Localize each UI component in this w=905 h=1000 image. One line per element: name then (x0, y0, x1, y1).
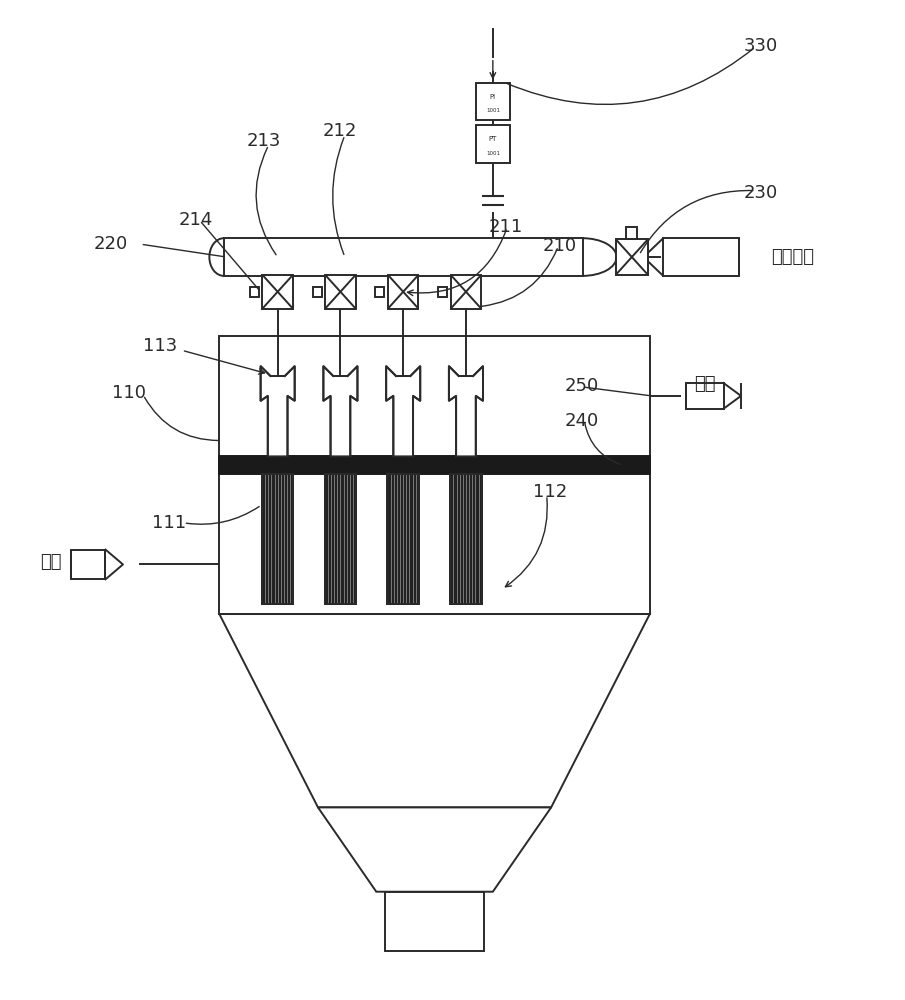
Polygon shape (449, 366, 483, 456)
Polygon shape (386, 366, 420, 456)
Text: 反吹气体: 反吹气体 (771, 248, 814, 266)
Bar (451, 474, 481, 604)
Text: 220: 220 (94, 235, 129, 253)
Text: 330: 330 (744, 37, 778, 55)
Bar (386, 892, 484, 951)
Bar (219, 456, 650, 474)
Text: 113: 113 (143, 337, 177, 355)
Text: 213: 213 (246, 132, 281, 150)
Bar (312, 287, 321, 297)
Bar (262, 474, 293, 604)
Bar (325, 474, 356, 604)
Bar (250, 287, 259, 297)
Polygon shape (219, 614, 650, 807)
Bar (325, 275, 356, 309)
Bar (376, 287, 385, 297)
Polygon shape (323, 366, 357, 456)
Bar (615, 239, 648, 275)
Bar (438, 287, 447, 297)
Bar (71, 550, 106, 579)
Bar (476, 125, 510, 163)
Text: 211: 211 (489, 218, 522, 236)
Text: 1001: 1001 (486, 151, 500, 156)
Text: 1001: 1001 (486, 108, 500, 113)
Bar (451, 275, 481, 309)
Bar (262, 474, 293, 604)
Bar (262, 275, 293, 309)
Bar (388, 275, 418, 309)
Bar (224, 238, 583, 276)
Bar (325, 474, 356, 604)
Text: PI: PI (490, 94, 496, 100)
Text: 212: 212 (322, 122, 357, 140)
Bar (387, 474, 419, 604)
Polygon shape (261, 366, 295, 456)
Bar (686, 383, 723, 409)
Text: 250: 250 (565, 377, 599, 395)
Bar (451, 474, 481, 604)
Text: 214: 214 (179, 211, 214, 229)
Text: 原气: 原气 (40, 553, 62, 571)
Text: 230: 230 (744, 184, 778, 202)
Text: 210: 210 (542, 237, 576, 255)
Polygon shape (318, 807, 551, 892)
Bar (387, 474, 419, 604)
Bar (663, 238, 739, 276)
Text: 240: 240 (565, 412, 599, 430)
Bar (626, 227, 637, 239)
Text: 112: 112 (533, 483, 567, 501)
Text: 110: 110 (111, 384, 146, 402)
Text: PT: PT (489, 136, 497, 142)
Bar (476, 83, 510, 120)
Text: 111: 111 (152, 514, 186, 532)
Text: 净气: 净气 (695, 375, 716, 393)
Bar (219, 336, 650, 614)
